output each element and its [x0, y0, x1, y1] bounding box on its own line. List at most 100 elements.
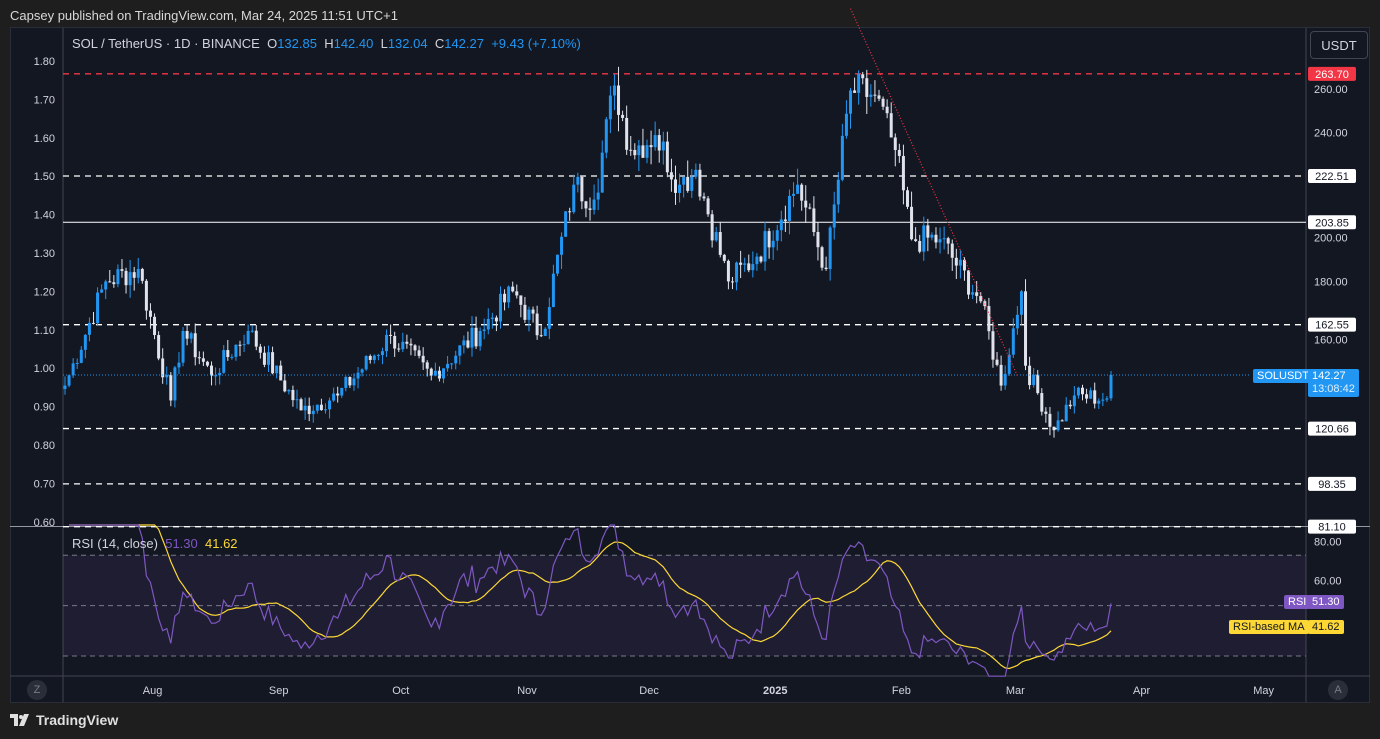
- zoom-button[interactable]: Z: [27, 680, 47, 700]
- candle-body: [584, 201, 588, 209]
- candle-body: [226, 350, 230, 358]
- candle-body: [576, 176, 580, 185]
- candle-body: [234, 344, 238, 357]
- rsi-line: [69, 524, 1112, 677]
- price-axis-tick: 160.00: [1314, 335, 1348, 347]
- candle-body: [295, 399, 299, 401]
- candle-body: [1036, 374, 1040, 394]
- candle-body: [527, 309, 531, 320]
- candle-body: [372, 355, 376, 360]
- candle-body: [771, 240, 775, 248]
- rsi-tag-label: RSI: [1284, 595, 1311, 609]
- currency-button[interactable]: USDT: [1310, 31, 1368, 59]
- candle-body: [498, 293, 502, 322]
- candle-body: [596, 192, 600, 200]
- time-axis-tick: Dec: [639, 685, 659, 697]
- tradingview-logo[interactable]: TradingView: [10, 712, 118, 728]
- level-tag: [1308, 519, 1356, 534]
- rsi-legend: RSI (14, close) 51.30 41.62: [72, 536, 238, 551]
- candle-body: [531, 309, 535, 314]
- candle-body: [865, 78, 869, 97]
- candle-body: [482, 329, 486, 331]
- chart-frame[interactable]: [10, 27, 1370, 703]
- candle-body: [393, 335, 397, 349]
- candle-body: [165, 374, 169, 378]
- candle-body: [922, 225, 926, 252]
- candle-body: [600, 152, 604, 193]
- candle-body: [808, 207, 812, 209]
- candle-body: [197, 357, 201, 359]
- candle-body: [1060, 420, 1064, 422]
- candle-body: [380, 351, 384, 356]
- candle-body: [462, 340, 466, 346]
- candle-body: [950, 243, 954, 258]
- candle-body: [161, 358, 165, 378]
- candle-body: [474, 327, 478, 347]
- high-value: 142.40: [333, 36, 374, 51]
- candle-body: [283, 380, 287, 392]
- candle-body: [625, 117, 629, 150]
- candle-body: [275, 365, 279, 374]
- symbol-title[interactable]: SOL / TetherUS · 1D · BINANCE: [72, 36, 260, 51]
- tradingview-logo-text: TradingView: [36, 712, 119, 728]
- candle-body: [718, 232, 722, 255]
- candle-body: [466, 340, 470, 348]
- candle-body: [1003, 373, 1007, 386]
- candle-body: [128, 272, 132, 286]
- auto-scale-button[interactable]: A: [1328, 680, 1348, 700]
- candle-body: [958, 259, 962, 266]
- candle-body: [657, 135, 661, 151]
- candle-body: [930, 234, 934, 238]
- candle-body: [1044, 411, 1048, 414]
- candle-body: [503, 293, 507, 303]
- candle-body: [515, 291, 519, 296]
- candle-body: [1052, 426, 1056, 431]
- candle-body: [844, 113, 848, 136]
- rsi-title[interactable]: RSI (14, close): [72, 536, 158, 551]
- candle-body: [665, 141, 669, 173]
- candle-body: [633, 149, 637, 156]
- candle-body: [287, 389, 291, 392]
- candle-body: [258, 346, 262, 353]
- candle-body: [311, 410, 315, 415]
- candle-body: [230, 356, 234, 358]
- candle-body: [617, 85, 621, 115]
- candle-body: [820, 247, 824, 268]
- candle-body: [967, 270, 971, 295]
- candle-body: [189, 333, 193, 339]
- candle-body: [507, 286, 511, 303]
- candle-body: [755, 256, 759, 265]
- candle-body: [971, 292, 975, 295]
- low-value: 132.04: [387, 36, 428, 51]
- candle-body: [79, 349, 83, 363]
- candle-body: [735, 262, 739, 283]
- candle-body: [759, 256, 763, 262]
- candle-body: [914, 239, 918, 241]
- candle-body: [1007, 354, 1011, 374]
- left-axis-tick: 1.00: [34, 363, 55, 375]
- candle-body: [63, 385, 67, 389]
- publish-info: Capsey published on TradingView.com, Mar…: [10, 8, 398, 23]
- candle-body: [612, 85, 616, 96]
- candle-body: [543, 328, 547, 336]
- candle-body: [1093, 390, 1097, 404]
- candle-body: [177, 362, 181, 368]
- candle-body: [262, 352, 266, 365]
- rsi-axis-tick: 80.00: [1314, 537, 1342, 549]
- candle-body: [425, 362, 429, 369]
- candle-body: [169, 374, 173, 401]
- candle-body: [352, 378, 356, 386]
- candle-body: [690, 176, 694, 191]
- candle-body: [942, 238, 946, 240]
- candle-body: [1081, 387, 1084, 395]
- candle-body: [918, 240, 922, 252]
- candle-body: [580, 176, 584, 202]
- candle-body: [698, 169, 702, 197]
- candle-body: [926, 225, 930, 238]
- candle-body: [385, 334, 389, 352]
- left-axis-tick: 1.50: [34, 171, 55, 183]
- candle-body: [743, 263, 747, 265]
- time-axis-tick: Mar: [1006, 685, 1025, 697]
- candle-body: [792, 193, 796, 196]
